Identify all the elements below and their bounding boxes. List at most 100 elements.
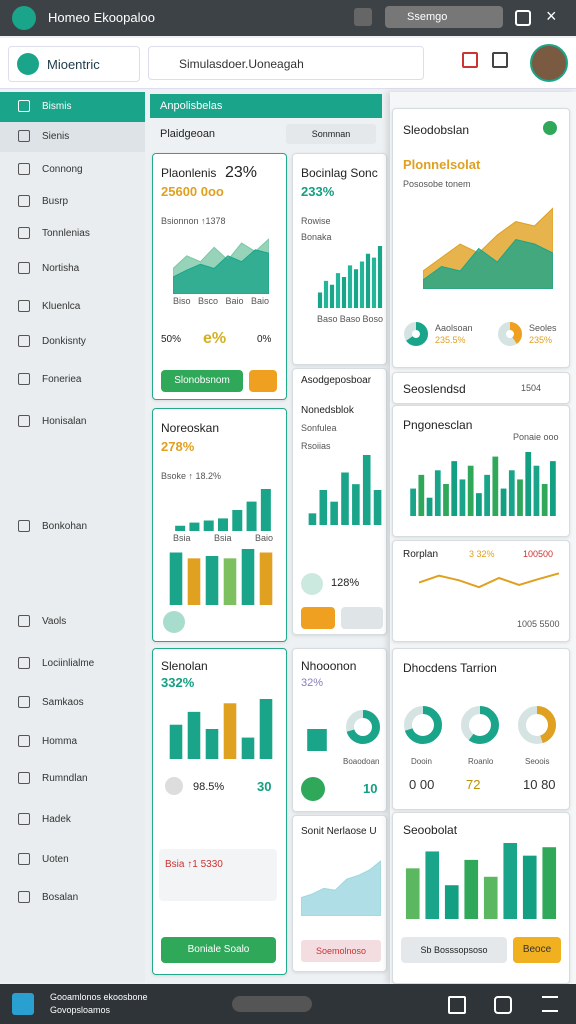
header-icon[interactable] (492, 52, 508, 68)
bar (503, 843, 518, 919)
panel-button[interactable]: Beoce (513, 937, 561, 963)
sidebar-item[interactable]: Donkisnty (0, 327, 145, 357)
start-icon[interactable] (12, 993, 34, 1015)
taskbar-icon[interactable] (448, 996, 466, 1014)
sidebar: Bismis Sienis Connong Busrp Tonnlenias Nortis… (0, 92, 145, 982)
bar (317, 292, 323, 308)
sidebar-item[interactable]: Lociinlialme (0, 649, 145, 679)
bar (218, 518, 228, 531)
card-title: Asodgeposboar (301, 375, 372, 386)
card-caption: Soemolnoso (301, 940, 381, 962)
bar (418, 474, 425, 516)
sidebar-item[interactable]: Hadek (0, 805, 145, 835)
bar (459, 479, 466, 516)
card-title: Nhooonon (301, 659, 357, 673)
bar (205, 729, 219, 759)
bar (542, 847, 557, 919)
card: Bocinlag Sonc 233% Rowise Bonaka Baso Bas… (292, 153, 387, 365)
top-search[interactable]: Ssemgo (385, 6, 503, 28)
x-label: Baso (317, 314, 338, 324)
donut-arc (404, 322, 428, 346)
filter[interactable]: Sonmnan (286, 124, 376, 144)
bar (187, 711, 201, 759)
card-caption: Bsoke ↑ 18.2% (161, 471, 222, 481)
donut-label: Dooin (411, 757, 432, 766)
sidebar-item[interactable]: Foneriea (0, 365, 145, 395)
bar (319, 490, 328, 525)
card: Plaonlenis 23% 25600 0oo Bsionnon ↑1378 … (152, 153, 287, 400)
sidebar-item[interactable]: Homma (0, 727, 145, 757)
sidebar-item[interactable]: Busrp (0, 187, 145, 217)
sidebar-icon (18, 696, 30, 709)
card-button[interactable] (249, 370, 277, 392)
panel-card: Pngonesclan Ponaie ooo (392, 405, 570, 537)
caption-box: Bsia ↑1 5330 (159, 849, 277, 901)
taskbar-icon[interactable] (494, 996, 512, 1014)
sidebar-label: Bismis (42, 101, 72, 112)
sidebar-label: Tonnlenias (42, 228, 90, 239)
sidebar-item[interactable]: Tonnlenias (0, 219, 145, 249)
tab[interactable]: Plaidgeoan (160, 128, 216, 140)
x-label: Bsia (213, 533, 232, 543)
donut-label: Seoles (529, 323, 557, 333)
sidebar-item[interactable]: Rumndlan (0, 764, 145, 794)
sidebar-label: Bosalan (42, 892, 79, 903)
close-button[interactable]: × (546, 6, 557, 26)
donut (498, 322, 522, 346)
bar-chart (308, 455, 382, 525)
card-caption: Bsionnon ↑1378 (161, 216, 226, 226)
bar (169, 724, 183, 759)
window-button[interactable] (354, 8, 372, 26)
bar (410, 488, 416, 516)
sidebar-item[interactable]: Sienis (0, 122, 145, 152)
panel-card: Dhocdens Tarrion Dooin 0 00 Roanlo 72 Seoois… (392, 648, 570, 810)
sidebar-label: Connong (42, 164, 83, 175)
bar (483, 876, 498, 919)
sidebar-item[interactable]: Bonkohan (0, 512, 145, 542)
brand-name: Mioentric (47, 57, 100, 72)
bar (517, 479, 523, 516)
card: Sonit Nerlaose U Soemolnoso (292, 815, 387, 972)
bar (223, 703, 237, 759)
card: Nhooonon 32% Boaodoan 10 (292, 648, 387, 812)
card-button[interactable] (341, 607, 383, 629)
donut-stat: 235% (529, 335, 553, 345)
sidebar-item[interactable]: Kluenlca (0, 292, 145, 322)
bar (426, 497, 433, 516)
sidebar-item[interactable]: Uoten (0, 845, 145, 875)
card-button[interactable]: Boniale Soalo (161, 937, 276, 963)
app-icon[interactable] (12, 6, 36, 30)
section-header: Anpolisbelas (150, 94, 382, 118)
card: Noreoskan 278% Bsoke ↑ 18.2% Bsia Bsia Bai… (152, 408, 287, 642)
card-sub: Rowise (301, 216, 331, 226)
donut-arc (404, 706, 442, 744)
card-title: Slenolan (161, 659, 208, 673)
sidebar-item[interactable]: Vaols (0, 607, 145, 637)
x-label: Baio (254, 533, 273, 543)
menu-icon[interactable] (542, 996, 558, 1012)
taskbar-apps[interactable] (232, 996, 312, 1012)
card-button[interactable]: Slonobsnom (161, 370, 243, 392)
sidebar-icon (18, 195, 30, 208)
sidebar-item[interactable]: Bismis (0, 92, 145, 122)
card-button[interactable] (301, 607, 335, 629)
bar (347, 265, 353, 308)
sidebar-item[interactable]: Connong (0, 155, 145, 185)
panel-input[interactable]: Sb Bosssopsoso (401, 937, 507, 963)
bar (189, 522, 200, 531)
bar (492, 456, 499, 516)
sidebar-item[interactable]: Samkaos (0, 688, 145, 718)
sidebar-icon (18, 772, 30, 785)
sidebar-item[interactable]: Bosalan (0, 883, 145, 913)
bar (476, 493, 482, 516)
sidebar-item[interactable]: Honisalan (0, 407, 145, 437)
notify-icon[interactable] (515, 10, 531, 26)
bar (169, 552, 183, 605)
header-icon[interactable] (462, 52, 478, 68)
search-box[interactable]: Simulasdoer.Uoneagah (148, 46, 424, 80)
avatar[interactable] (530, 44, 568, 82)
mini-chart (307, 729, 327, 751)
x-labels: Biso Bsco Baio Baio (173, 296, 269, 306)
sidebar-item[interactable]: Nortisha (0, 254, 145, 284)
bar (335, 273, 341, 308)
